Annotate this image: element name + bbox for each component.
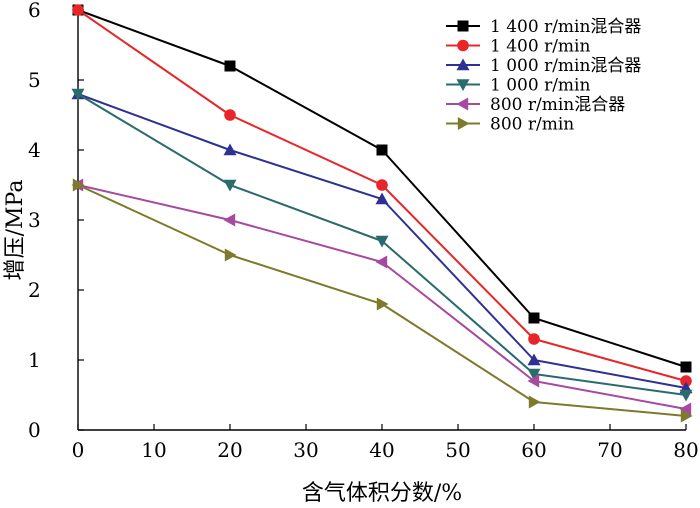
legend-label: 800 r/min混合器: [490, 95, 625, 115]
data-point: [527, 374, 540, 388]
series-5: [71, 178, 692, 416]
legend-item: 1 400 r/min: [446, 37, 590, 57]
y-axis-title: 增压/MPa: [3, 180, 28, 281]
data-point: [375, 255, 388, 269]
y-tick-label: 0: [28, 418, 41, 442]
data-point: [72, 178, 85, 192]
legend-marker: [457, 20, 469, 32]
data-point: [223, 179, 237, 192]
x-tick-label: 10: [141, 438, 166, 462]
x-axis-title: 含气体积分数/%: [302, 481, 462, 506]
y-tick-label: 2: [28, 278, 41, 302]
series-group: [71, 4, 693, 423]
data-point: [679, 389, 693, 402]
data-point: [527, 353, 541, 366]
legend-label: 1 400 r/min: [490, 37, 590, 57]
legend-item: 1 400 r/min混合器: [446, 17, 641, 37]
data-point: [680, 361, 692, 373]
legend-marker: [456, 58, 470, 71]
data-point: [224, 109, 236, 121]
y-tick-label: 6: [28, 0, 41, 22]
data-point: [224, 60, 236, 72]
data-point: [680, 375, 692, 387]
x-tick-label: 60: [521, 438, 546, 462]
legend-label: 1 400 r/min混合器: [490, 17, 641, 37]
legend-item: 1 000 r/min混合器: [446, 56, 641, 76]
legend-marker: [456, 97, 469, 111]
x-tick-label: 0: [72, 438, 85, 462]
legend-label: 1 000 r/min混合器: [490, 56, 641, 76]
data-point: [679, 402, 692, 416]
legend-label: 800 r/min: [490, 115, 574, 135]
data-point: [527, 368, 541, 381]
legend-item: 800 r/min: [446, 115, 574, 135]
x-tick-label: 40: [369, 438, 394, 462]
data-point: [528, 395, 541, 409]
x-tick-label: 80: [673, 438, 698, 462]
legend-marker: [457, 39, 469, 52]
y-tick-label: 3: [28, 208, 41, 232]
series-4: [71, 88, 693, 402]
data-point: [376, 144, 388, 156]
x-tick-label: 50: [445, 438, 470, 462]
data-point: [224, 248, 237, 262]
x-tick-label: 20: [217, 438, 242, 462]
x-tick-label: 70: [597, 438, 622, 462]
series-2: [72, 4, 692, 387]
y-tick-label: 5: [28, 68, 41, 92]
data-point: [680, 409, 693, 423]
x-tick-label: 30: [293, 438, 318, 462]
data-point: [375, 235, 389, 248]
legend-item: 1 000 r/min: [446, 76, 590, 96]
legend-marker: [457, 117, 470, 130]
data-point: [71, 88, 85, 101]
series-line: [77, 184, 687, 410]
legend-label: 1 000 r/min: [490, 76, 590, 96]
data-point: [528, 312, 540, 324]
y-tick-label: 4: [28, 138, 41, 162]
legend-item: 800 r/min混合器: [446, 95, 625, 115]
data-point: [376, 297, 389, 311]
series-6: [72, 178, 693, 423]
data-point: [72, 4, 84, 16]
y-tick-label: 1: [28, 348, 41, 372]
data-point: [376, 179, 388, 191]
data-point: [528, 333, 540, 345]
data-point: [223, 143, 237, 156]
legend-marker: [456, 79, 470, 91]
data-point: [375, 192, 389, 205]
data-point: [223, 213, 236, 227]
